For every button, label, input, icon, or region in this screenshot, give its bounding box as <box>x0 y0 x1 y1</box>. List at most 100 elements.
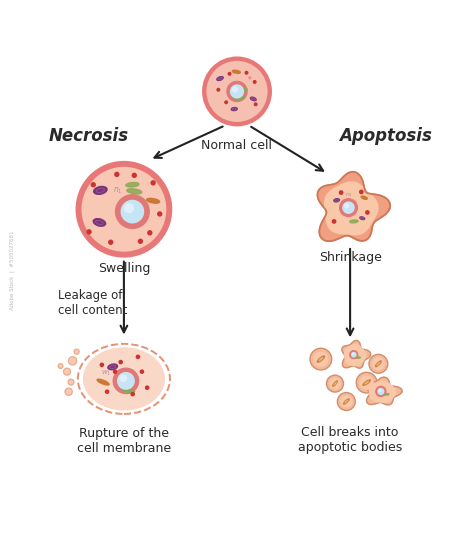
Ellipse shape <box>146 199 160 203</box>
Circle shape <box>116 195 149 228</box>
Text: Apoptosis: Apoptosis <box>339 127 432 145</box>
Circle shape <box>360 190 363 194</box>
Text: $w_1$: $w_1$ <box>100 369 111 378</box>
Text: Swelling: Swelling <box>98 262 150 275</box>
Circle shape <box>132 173 136 177</box>
Ellipse shape <box>93 186 108 195</box>
Ellipse shape <box>376 362 380 366</box>
Ellipse shape <box>332 380 338 387</box>
Ellipse shape <box>127 189 142 194</box>
Ellipse shape <box>333 198 340 202</box>
Circle shape <box>225 101 228 103</box>
Circle shape <box>138 239 142 243</box>
Circle shape <box>140 370 144 373</box>
Ellipse shape <box>107 364 118 371</box>
Text: Rupture of the
cell membrane: Rupture of the cell membrane <box>77 427 171 455</box>
Circle shape <box>74 349 79 354</box>
Circle shape <box>344 203 349 208</box>
Circle shape <box>207 61 267 122</box>
Circle shape <box>82 167 166 252</box>
Ellipse shape <box>364 381 369 385</box>
Ellipse shape <box>313 352 328 367</box>
Polygon shape <box>325 182 378 235</box>
Circle shape <box>91 183 95 187</box>
Circle shape <box>377 388 384 395</box>
Circle shape <box>64 368 71 375</box>
Circle shape <box>137 355 139 359</box>
Circle shape <box>100 363 103 366</box>
Circle shape <box>68 379 74 385</box>
Circle shape <box>106 390 109 393</box>
Text: $n_1$: $n_1$ <box>113 186 123 196</box>
Ellipse shape <box>329 378 341 390</box>
Circle shape <box>254 81 256 83</box>
Circle shape <box>339 191 343 194</box>
Text: Leakage of
cell content: Leakage of cell content <box>58 289 128 318</box>
Circle shape <box>378 389 382 392</box>
Polygon shape <box>366 377 402 405</box>
Text: $n_1$: $n_1$ <box>345 191 354 199</box>
Ellipse shape <box>97 379 109 385</box>
Text: Adobe Stock  |  #505027681: Adobe Stock | #505027681 <box>9 231 15 310</box>
Circle shape <box>245 71 248 74</box>
Ellipse shape <box>235 96 245 100</box>
Circle shape <box>339 199 357 216</box>
Ellipse shape <box>343 398 350 405</box>
Ellipse shape <box>375 360 382 367</box>
Ellipse shape <box>361 196 367 199</box>
Circle shape <box>117 372 135 390</box>
Circle shape <box>119 360 122 364</box>
Text: Necrosis: Necrosis <box>48 127 128 145</box>
Ellipse shape <box>359 216 365 220</box>
Ellipse shape <box>319 357 323 361</box>
Circle shape <box>158 212 162 216</box>
Circle shape <box>148 231 152 235</box>
Ellipse shape <box>337 393 356 411</box>
Circle shape <box>113 368 139 394</box>
Text: Shrinkage: Shrinkage <box>319 250 382 263</box>
Polygon shape <box>345 345 366 366</box>
Circle shape <box>109 240 113 244</box>
Circle shape <box>232 87 238 93</box>
Text: Normal cell: Normal cell <box>201 138 273 151</box>
Circle shape <box>131 393 134 395</box>
Ellipse shape <box>235 88 247 91</box>
Circle shape <box>65 388 73 395</box>
Circle shape <box>58 364 63 368</box>
Ellipse shape <box>83 347 165 411</box>
Ellipse shape <box>216 76 224 81</box>
Circle shape <box>68 357 77 365</box>
Circle shape <box>255 103 257 105</box>
Circle shape <box>351 352 356 358</box>
Ellipse shape <box>230 107 238 111</box>
Circle shape <box>146 386 149 390</box>
Circle shape <box>87 230 91 234</box>
Ellipse shape <box>384 394 389 395</box>
Ellipse shape <box>340 395 353 408</box>
Ellipse shape <box>327 375 344 392</box>
Circle shape <box>151 181 155 185</box>
Ellipse shape <box>123 389 135 393</box>
Ellipse shape <box>232 70 240 73</box>
Ellipse shape <box>372 357 385 371</box>
Circle shape <box>230 84 244 98</box>
Polygon shape <box>342 340 371 368</box>
Ellipse shape <box>333 382 337 385</box>
Circle shape <box>124 203 134 213</box>
Ellipse shape <box>317 355 325 363</box>
Circle shape <box>228 72 231 75</box>
Circle shape <box>376 386 386 397</box>
Circle shape <box>342 201 355 214</box>
Ellipse shape <box>345 400 348 403</box>
Circle shape <box>77 162 171 256</box>
Circle shape <box>366 211 369 214</box>
Circle shape <box>120 200 144 223</box>
Ellipse shape <box>350 220 358 223</box>
Polygon shape <box>318 172 390 241</box>
Ellipse shape <box>362 379 371 386</box>
Circle shape <box>217 88 219 91</box>
Ellipse shape <box>356 372 377 393</box>
Circle shape <box>119 374 127 382</box>
Circle shape <box>352 353 354 355</box>
Circle shape <box>350 351 358 359</box>
